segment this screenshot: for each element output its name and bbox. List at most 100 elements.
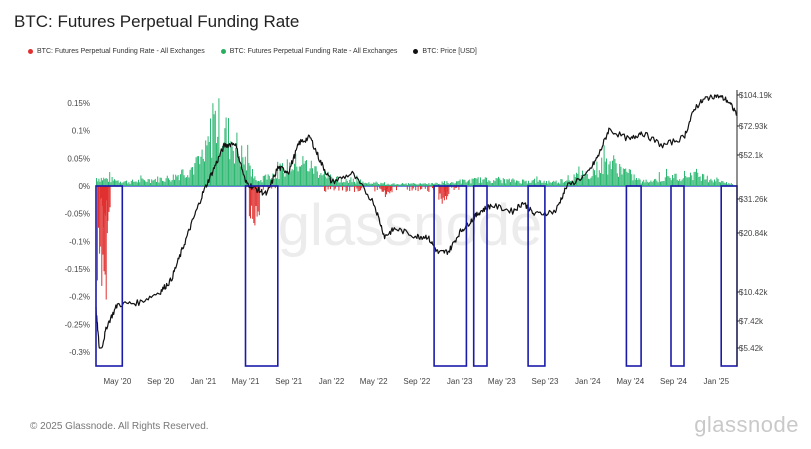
funding-bar-positive <box>428 183 430 186</box>
funding-bar-positive <box>386 184 388 186</box>
funding-bar-positive <box>543 180 545 186</box>
funding-bar-positive <box>696 168 697 186</box>
funding-bar-positive <box>452 182 454 186</box>
funding-bar-positive <box>405 183 407 186</box>
funding-bar-positive <box>580 175 582 186</box>
funding-spike-negative <box>109 186 111 208</box>
x-tick-label: May '24 <box>616 377 644 386</box>
funding-bar-positive <box>207 136 209 186</box>
funding-bar-positive <box>526 183 528 186</box>
funding-spike-negative <box>447 186 449 197</box>
funding-bar-positive <box>446 181 448 186</box>
y-left-tick-label: 0.05% <box>67 154 90 163</box>
funding-bar-positive <box>560 179 562 186</box>
funding-bar-positive <box>633 174 635 186</box>
funding-bar-positive <box>397 184 399 186</box>
funding-bar-positive <box>555 180 557 186</box>
funding-spike-negative <box>101 186 103 206</box>
funding-bar-positive <box>348 182 349 186</box>
funding-bar-positive <box>418 183 420 186</box>
funding-bar-positive <box>406 184 408 186</box>
funding-bar-positive <box>591 176 593 186</box>
funding-bar-negative <box>409 186 411 191</box>
funding-bar-positive <box>157 176 159 186</box>
funding-bar-positive <box>204 161 205 186</box>
funding-bar-positive <box>458 180 460 186</box>
funding-bar-negative <box>342 186 343 191</box>
funding-bar-positive <box>222 146 223 186</box>
funding-bar-positive <box>564 181 565 186</box>
funding-spike-negative <box>250 186 251 219</box>
funding-bar-positive <box>441 181 443 186</box>
funding-bar-positive <box>219 155 221 186</box>
funding-bar-positive <box>326 178 328 186</box>
funding-bar-positive <box>152 180 154 186</box>
funding-bar-positive <box>525 180 527 186</box>
funding-bar-positive <box>169 179 171 186</box>
funding-bar-positive <box>504 179 505 186</box>
funding-bar-positive <box>106 178 108 186</box>
funding-bar-positive <box>493 180 495 186</box>
funding-bar-positive <box>128 182 130 186</box>
funding-bar-positive <box>656 180 658 186</box>
funding-bar-positive <box>444 181 445 186</box>
funding-bar-positive <box>176 176 178 186</box>
funding-bar-positive <box>366 183 367 186</box>
funding-bar-positive <box>367 183 369 186</box>
funding-bar-positive <box>540 180 541 186</box>
funding-bar-positive <box>151 179 153 186</box>
funding-bar-negative <box>346 186 348 191</box>
funding-bar-positive <box>315 166 317 186</box>
funding-bar-positive <box>126 180 127 186</box>
funding-spike-negative <box>251 186 253 206</box>
funding-spike-negative <box>386 186 387 195</box>
funding-bar-positive <box>507 179 509 186</box>
funding-bar-positive <box>319 175 321 186</box>
funding-bar-positive <box>558 182 559 186</box>
funding-spike-negative <box>383 186 385 191</box>
funding-bar-positive <box>108 181 109 186</box>
funding-bar-positive <box>301 165 303 186</box>
funding-bar-positive <box>726 182 727 186</box>
y-right-tick-label: $10.42k <box>739 288 768 297</box>
funding-bar-positive <box>700 181 702 186</box>
funding-bar-positive <box>567 175 569 186</box>
funding-bar-positive <box>380 182 382 186</box>
legend-dot-green <box>220 49 226 54</box>
funding-bar-positive <box>140 175 142 186</box>
legend-item-funding-negative[interactable]: BTC: Futures Perpetual Funding Rate - Al… <box>28 48 205 55</box>
funding-bar-positive <box>303 163 305 186</box>
funding-bar-positive <box>469 179 471 186</box>
funding-bar-positive <box>410 183 412 186</box>
funding-spike-negative <box>107 186 109 221</box>
funding-bar-positive <box>202 158 204 186</box>
x-tick-label: Sep '22 <box>403 377 430 386</box>
funding-bar-positive <box>244 156 246 186</box>
legend-item-funding-positive[interactable]: BTC: Futures Perpetual Funding Rate - Al… <box>220 48 397 55</box>
funding-bar-positive <box>724 183 726 186</box>
funding-bar-positive <box>670 180 672 186</box>
funding-bar-positive <box>513 179 515 186</box>
copyright: © 2025 Glassnode. All Rights Reserved. <box>30 421 209 432</box>
funding-bar-positive <box>141 178 143 186</box>
funding-bar-positive <box>566 180 568 186</box>
highlight-box <box>472 185 488 367</box>
funding-bar-positive <box>258 181 259 186</box>
funding-spike-negative <box>248 186 250 217</box>
funding-bar-positive <box>340 177 342 186</box>
legend-item-price[interactable]: BTC: Price [USD] <box>413 48 477 55</box>
funding-bar-positive <box>523 179 525 186</box>
funding-bar-positive <box>342 182 343 186</box>
y-right-tick-label: $104.19k <box>739 91 773 100</box>
funding-bar-positive <box>535 183 537 186</box>
funding-bar-positive <box>578 166 580 186</box>
funding-bar-negative <box>411 186 413 191</box>
funding-bar-positive <box>506 179 508 186</box>
funding-bar-positive <box>517 180 519 186</box>
funding-spike-negative <box>103 186 104 228</box>
funding-bar-positive <box>122 182 124 186</box>
funding-bar-positive <box>370 183 372 186</box>
funding-bar-positive <box>642 181 643 186</box>
funding-bar-positive <box>499 178 501 186</box>
funding-bar-positive <box>254 176 256 186</box>
